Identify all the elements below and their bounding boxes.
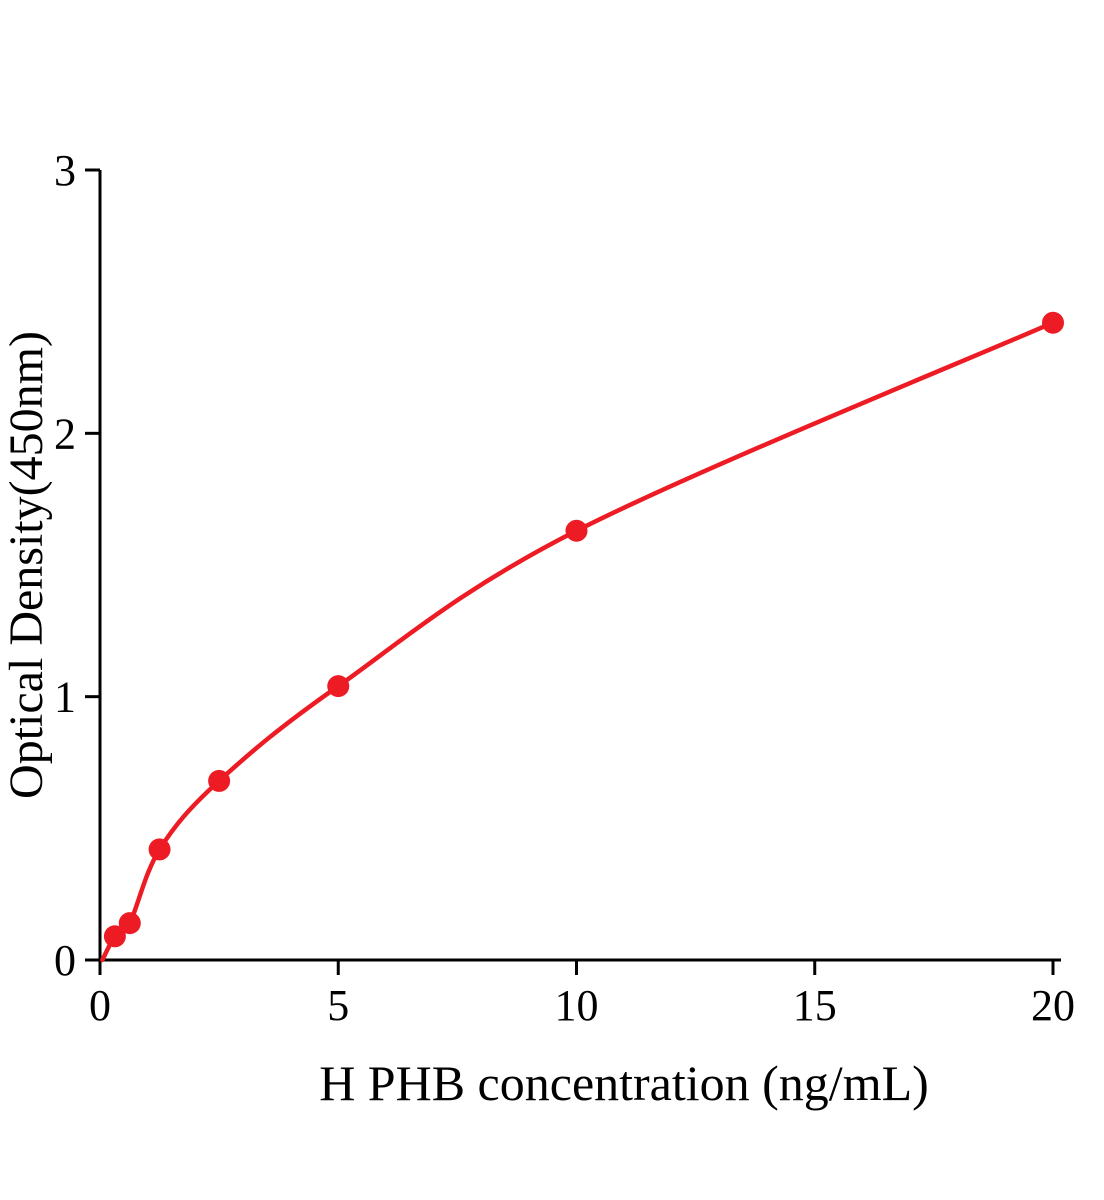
y-tick-label: 1 (54, 673, 76, 722)
y-tick-label: 0 (54, 936, 76, 985)
x-tick-label: 20 (1031, 981, 1075, 1030)
x-tick-label: 15 (793, 981, 837, 1030)
data-point (327, 675, 350, 698)
data-point (1042, 311, 1064, 334)
x-axis-title: H PHB concentration (ng/mL) (319, 1055, 929, 1111)
x-tick-label: 10 (555, 981, 599, 1030)
y-tick-label: 2 (54, 409, 76, 458)
data-point (565, 519, 588, 542)
x-tick-label: 0 (89, 981, 111, 1030)
data-point (208, 769, 231, 792)
y-axis-title: Optical Density(450nm) (0, 331, 53, 799)
data-point (118, 912, 141, 935)
data-point (103, 925, 126, 948)
y-tick-label: 3 (54, 146, 76, 195)
x-tick-label: 5 (327, 981, 349, 1030)
fitted-curve (100, 320, 1056, 963)
data-point (148, 838, 171, 861)
